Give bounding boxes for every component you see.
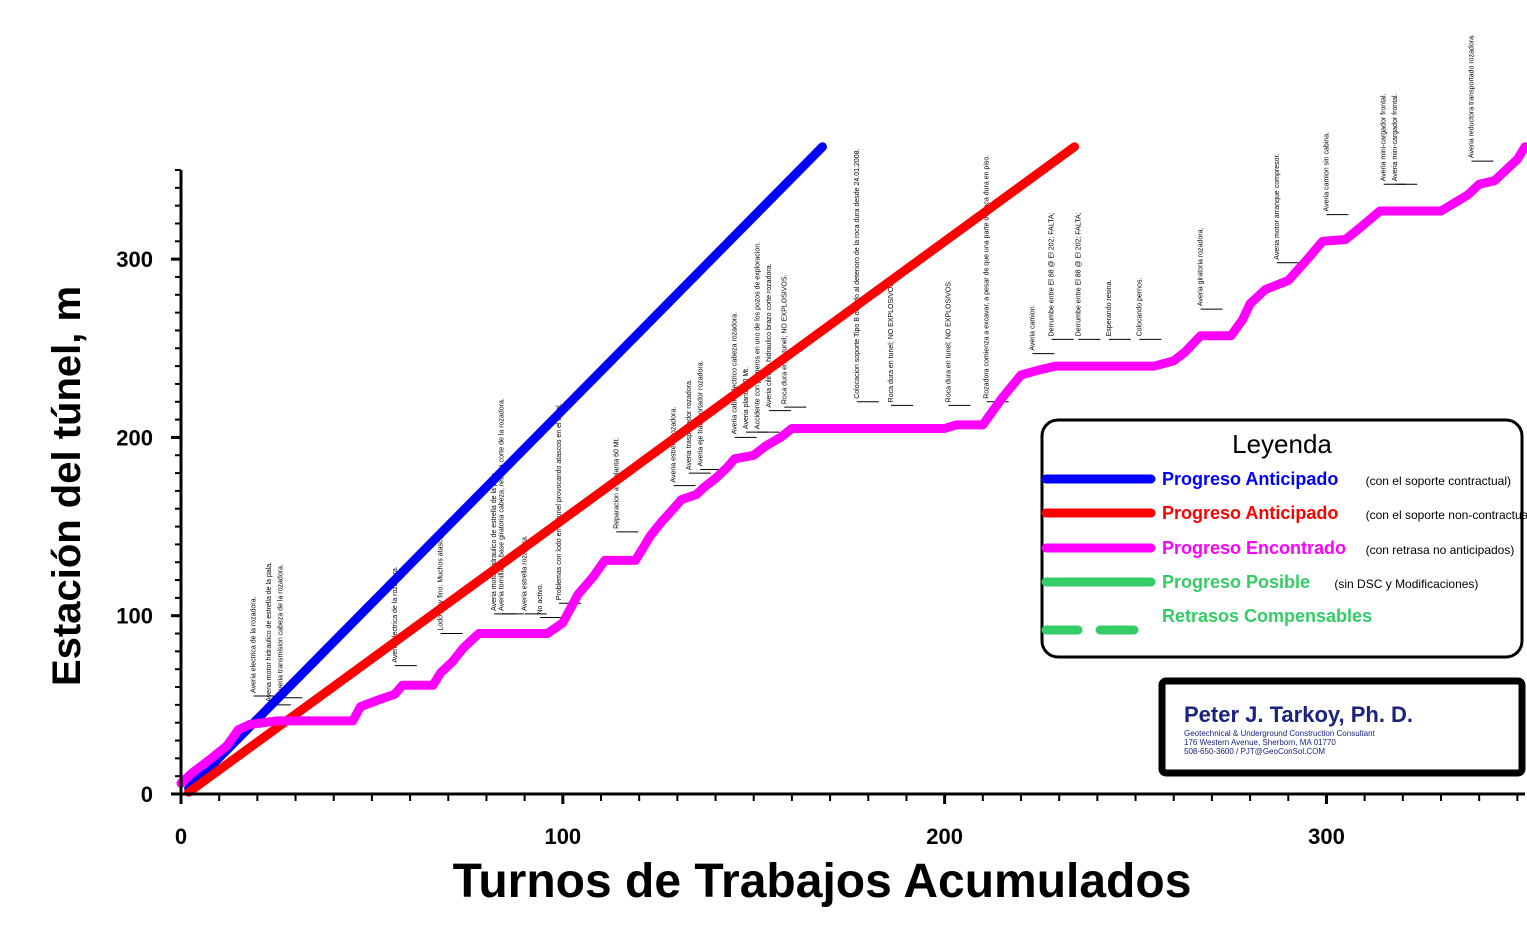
legend-note: (con retrasa no anticipados) — [1366, 543, 1515, 557]
x-tick-label: 0 — [175, 824, 187, 849]
legend-label: Progreso Posible — [1162, 572, 1310, 592]
legend-label: Progreso Encontrado — [1162, 538, 1346, 558]
legend-note: (sin DSC y Modificaciones) — [1334, 577, 1478, 591]
x-tick-label: 300 — [1308, 824, 1345, 849]
legend-note: (con el soporte non-contractual) — [1366, 508, 1527, 522]
series-line-3 — [176, 142, 1527, 788]
annotation-label: Roca dura en el tunel; NO EXPLOSIVOS. — [781, 274, 788, 404]
annotations-layer: Averia electrica de la rozadora. Averia m… — [251, 34, 1494, 706]
annotation-label: Accidente con primeros en uno de los poz… — [755, 242, 762, 429]
annotation-label: Averia camion. — [1029, 304, 1036, 350]
annotation-label: Lodo muy fino. Muchos atascos. — [438, 530, 445, 630]
y-axis-title: Estación del túnel, m — [45, 286, 89, 686]
annotation-label: Averia estrella rozadora. — [522, 535, 529, 611]
legend-box: Leyenda Progreso Anticipado (con el sopor… — [1040, 418, 1527, 659]
annotation-label: Averia mini-cargador frontal. — [1392, 93, 1399, 181]
annotation-label: Averia eje transportador rozadora. — [697, 360, 704, 466]
legend-label: Retrasos Compensables — [1162, 606, 1372, 626]
brand-contact: 508-650-3600 / PJT@GeoConSol.COM — [1184, 747, 1325, 756]
x-tick-label: 100 — [544, 824, 581, 849]
annotation-label: Averia reductora transportado rozadora. — [1469, 34, 1476, 158]
annotation-label: Roca dura en tunel; NO EXPLOSIVOS. — [888, 280, 895, 402]
brand-name: Peter J. Tarkoy, Ph. D. — [1184, 702, 1413, 727]
y-tick-label: 0 — [141, 782, 153, 807]
brand-address: 176 Western Avenue, Sherborn, MA 01770 — [1184, 738, 1336, 747]
x-tick-label: 200 — [926, 824, 963, 849]
brand-subtitle: Geotechnical & Underground Construction … — [1184, 729, 1376, 738]
annotation-label: Roca dura en tunel; NO EXPLOSIVOS. — [945, 280, 952, 402]
x-axis-title: Turnos de Trabajos Acumulados — [453, 855, 1192, 908]
annotation-label: Averia transmision cabeza de la rozadora… — [277, 564, 284, 695]
annotation-label: Averia giratoria rozadora. — [1197, 228, 1204, 307]
annotation-label: Averia motor arranque compresor. — [1274, 154, 1281, 260]
legend-title: Leyenda — [1232, 429, 1332, 459]
annotation-label: Colocacion soporte Tipo B debido al dete… — [854, 148, 861, 398]
annotation-label: Averia estrella rozadora. — [671, 407, 678, 483]
annotation-label: Rozadora comienza a excavar, a pesar de … — [984, 155, 991, 399]
annotation-label: Averia cable electrico cabeza rozadora. — [732, 312, 739, 434]
annotation-label: No activo. — [537, 583, 544, 614]
annotation-label: Averia electrica de la rozadora. — [392, 566, 399, 662]
annotation-label: Averia motor hidraulico de estrella de l… — [491, 471, 498, 611]
series-layer — [176, 142, 1527, 797]
annotation-label: Problemas con lodo en el tunel provocand… — [556, 403, 563, 600]
annotation-label: Averia planta 60 Mt. — [743, 367, 750, 429]
annotation-label: Averia electrica de la rozadora. — [251, 597, 258, 693]
annotation-label: Averia motor hidraulico de estrella de l… — [266, 562, 273, 702]
legend-entries: Progreso Anticipado (con el soporte contr… — [1041, 469, 1527, 635]
y-tick-label: 300 — [116, 247, 153, 272]
annotation-label: Averia camion sin cabina. — [1323, 132, 1330, 212]
axes-layer: 0 100 200 300 0 100 200 300 Turnos de Trabajos A… — [45, 169, 1525, 908]
consultant-brand-box: Peter J. Tarkoy, Ph. D. Geotechnical & U… — [1158, 677, 1526, 777]
annotation-label: Colocando pernos. — [1136, 278, 1143, 337]
series-line-2 — [184, 142, 1079, 797]
y-tick-label: 200 — [116, 425, 153, 450]
legend-label: Progreso Anticipado — [1162, 503, 1338, 523]
y-tick-label: 100 — [116, 604, 153, 629]
annotation-label: Averia mini-cargador frontal. — [1381, 93, 1388, 181]
legend-note: (con el soporte contractual) — [1366, 474, 1511, 488]
annotation-label: Averia tornilla de base giratoria cabeza… — [499, 398, 506, 611]
annotation-label: Derrumbe entre El 88 @ El 202; FALTA; — [1075, 212, 1082, 336]
annotation-label: Esperando resina. — [1106, 280, 1113, 337]
series-line-1 — [184, 142, 827, 794]
legend-label: Progreso Anticipado — [1162, 469, 1338, 489]
annotation-label: Derrumbe entre El 88 @ El 202; FALTA; — [1049, 212, 1056, 336]
annotation-label: Averia cilindro hidraulico brazo corte r… — [766, 263, 773, 407]
